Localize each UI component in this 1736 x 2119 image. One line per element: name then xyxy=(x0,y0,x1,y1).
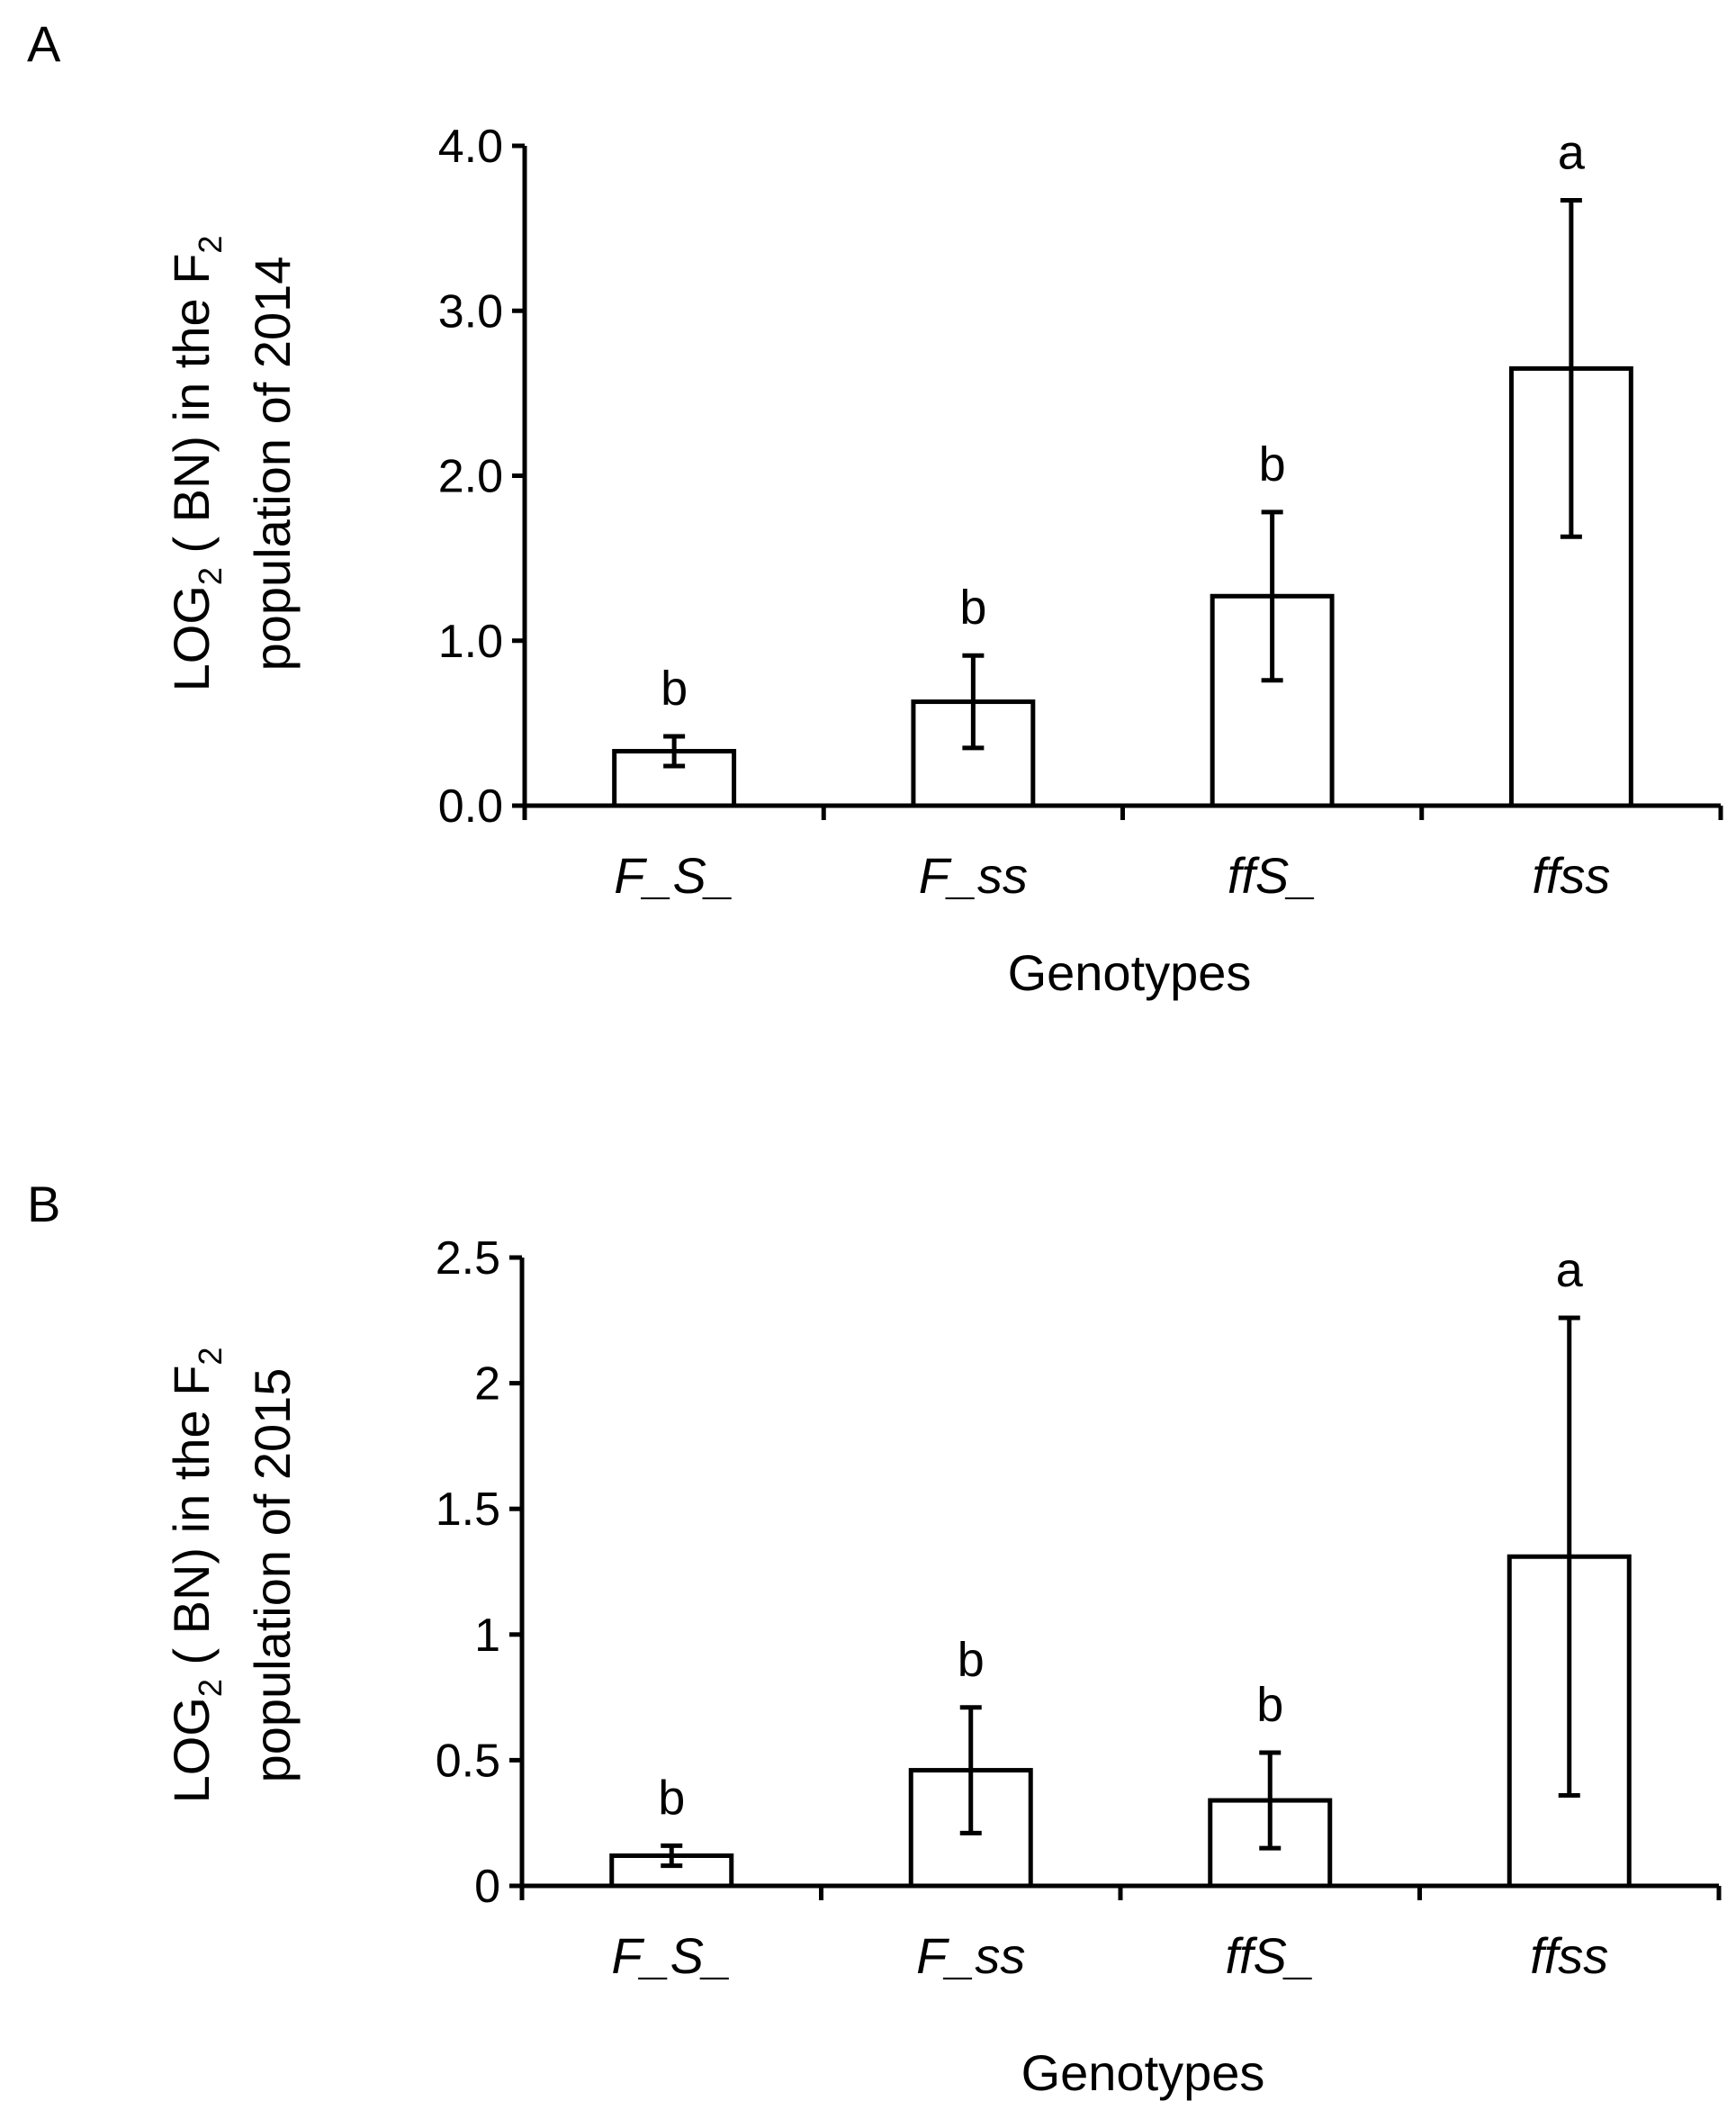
significance-label-a: a xyxy=(1558,125,1586,179)
significance-label-b: b xyxy=(658,1771,685,1825)
significance-label-a: b xyxy=(959,581,986,635)
y-tick-label-b: 2.5 xyxy=(436,1232,500,1285)
y-tick-label-b: 0 xyxy=(474,1861,500,1913)
y-axis-title-b-sub2: 2 xyxy=(192,1348,229,1366)
y-tick-label-a: 4.0 xyxy=(438,121,503,173)
x-axis-title-b: Genotypes xyxy=(1021,2044,1265,2101)
y-tick-label-b: 1.5 xyxy=(436,1483,500,1536)
significance-label-b: a xyxy=(1556,1243,1584,1297)
y-tick-label-a: 1.0 xyxy=(438,616,503,668)
y-axis-title-b: LOG2 ( BN) in the F2 xyxy=(163,1348,229,1804)
y-axis-title-a-sub2: 2 xyxy=(192,236,229,254)
y-axis-title-a: LOG2 ( BN) in the F2 xyxy=(163,236,229,692)
panel-b: B LOG2 ( BN) in the F2 population of 201… xyxy=(27,1176,1722,2101)
y-tick-label-b: 1 xyxy=(474,1610,500,1662)
category-label-b: F_ss xyxy=(916,1927,1025,1984)
panel-letter-b: B xyxy=(27,1176,60,1232)
category-label-a: F_S_ xyxy=(614,847,734,904)
y-tick-label-b: 2 xyxy=(474,1358,500,1411)
y-axis-title-b-rest: ( BN) in the F xyxy=(163,1366,220,1680)
x-axis-title-a: Genotypes xyxy=(1008,944,1252,1001)
category-label-b: F_S_ xyxy=(611,1927,732,1984)
y-tick-label-a: 3.0 xyxy=(438,285,503,338)
y-axis-title-a-rest: ( BN) in the F xyxy=(163,254,220,568)
category-label-a: ffS_ xyxy=(1228,847,1318,904)
y-axis-title-b-sub1: 2 xyxy=(192,1679,229,1697)
y-axis-title-b-log: LOG xyxy=(163,1697,220,1803)
significance-label-b: b xyxy=(1256,1678,1283,1732)
category-label-b: ffS_ xyxy=(1225,1927,1315,1984)
significance-label-a: b xyxy=(1259,437,1286,491)
significance-label-a: b xyxy=(661,662,688,716)
category-label-a: F_ss xyxy=(919,847,1028,904)
significance-label-b: b xyxy=(958,1633,985,1687)
panel-a: A LOG2 ( BN) in the F2 population of 201… xyxy=(27,15,1723,1001)
y-tick-label-b: 0.5 xyxy=(436,1735,500,1787)
panel-letter-a: A xyxy=(27,15,61,72)
category-label-b: ffss xyxy=(1530,1927,1608,1984)
y-axis-title-a-line2: population of 2014 xyxy=(244,257,301,672)
y-tick-label-a: 0.0 xyxy=(438,780,503,833)
y-axis-title-a-log: LOG xyxy=(163,585,220,691)
y-tick-label-a: 2.0 xyxy=(438,451,503,503)
y-axis-title-b-line2: population of 2015 xyxy=(244,1368,301,1783)
category-label-a: ffss xyxy=(1532,847,1610,904)
y-axis-title-a-sub1: 2 xyxy=(192,567,229,585)
